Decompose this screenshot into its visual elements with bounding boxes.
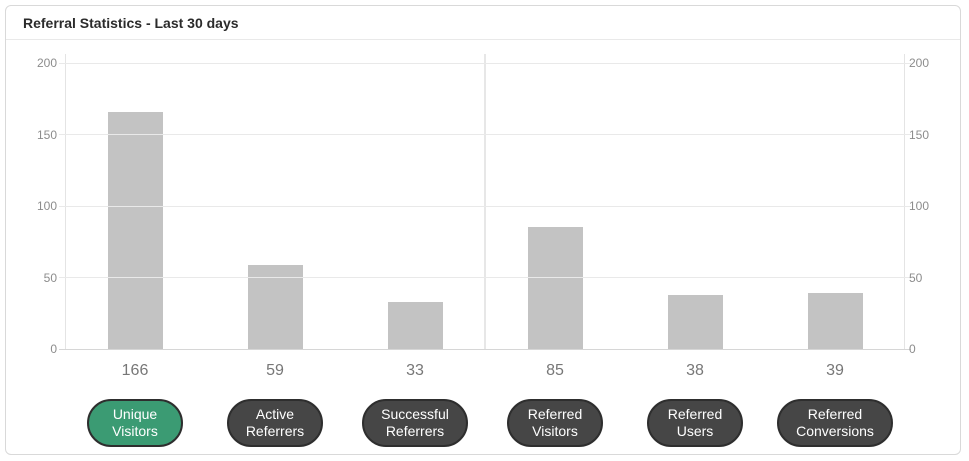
- bars-layer: [65, 63, 905, 349]
- x-value-label: 39: [826, 362, 844, 379]
- y-tick-label: 50: [909, 270, 923, 285]
- grid-line: [59, 62, 911, 64]
- plot-area: [59, 54, 911, 350]
- bar-referred-conversions: [807, 293, 863, 349]
- plot-left-border: [65, 54, 66, 349]
- card-header: Referral Statistics - Last 30 days: [6, 6, 960, 40]
- x-axis-value-labels: 166 59 33 85 38 39: [65, 361, 905, 381]
- y-axis-right: 0 50 100 150 200: [909, 56, 955, 356]
- y-tick-label: 100: [36, 199, 57, 213]
- group-divider-line: [484, 54, 486, 349]
- filter-button-label-line: Users: [676, 423, 714, 439]
- grid-line: [59, 205, 911, 207]
- filter-button-unique-visitors[interactable]: Unique Visitors: [87, 399, 183, 447]
- bar-referred-users: [667, 295, 723, 349]
- bar-column: [527, 227, 583, 349]
- metric-filter-buttons: Unique Visitors Active Referrers Successful R…: [65, 399, 905, 447]
- referral-bar-chart: 0 50 100 150 200 0 50 100 150 200 166 59 33 85 38 39 …: [6, 40, 960, 454]
- filter-button-label-line: Referred: [807, 406, 863, 422]
- y-tick-label: 0: [909, 342, 916, 356]
- x-value-label: 38: [686, 362, 704, 379]
- grid-line: [59, 134, 911, 135]
- bar-referred-visitors: [527, 227, 583, 349]
- x-value-label: 85: [546, 362, 564, 379]
- plot-right-border: [904, 54, 905, 349]
- filter-button-referred-users[interactable]: Referred Users: [647, 399, 743, 447]
- y-tick-label: 100: [909, 199, 930, 213]
- filter-button-label-line: Active: [255, 406, 295, 422]
- bar-column: [807, 293, 863, 349]
- x-value-label: 166: [121, 362, 149, 379]
- filter-button-label-line: Visitors: [112, 423, 158, 439]
- referral-statistics-card: Referral Statistics - Last 30 days 0 50 10…: [5, 5, 961, 455]
- y-tick-label: 0: [50, 342, 57, 356]
- zero-axis-line: [59, 348, 911, 350]
- grid-line: [59, 277, 911, 278]
- bar-successful-referrers: [387, 302, 443, 349]
- filter-button-label-line: Conversions: [796, 423, 874, 439]
- y-tick-label: 200: [36, 56, 57, 70]
- page-title: Referral Statistics - Last 30 days: [23, 14, 239, 31]
- filter-button-label-line: Referrers: [245, 423, 305, 439]
- y-axis-left: 0 50 100 150 200: [11, 56, 57, 356]
- x-value-label: 33: [406, 362, 424, 379]
- y-tick-label: 150: [36, 127, 57, 142]
- filter-button-label-line: Successful: [381, 406, 449, 422]
- filter-button-active-referrers[interactable]: Active Referrers: [226, 399, 324, 447]
- bar-unique-visitors: [107, 112, 163, 349]
- y-tick-label: 50: [43, 270, 57, 285]
- bar-column: [107, 112, 163, 349]
- x-value-label: 59: [266, 362, 284, 379]
- filter-button-label-line: Referred: [527, 406, 583, 422]
- bar-active-referrers: [247, 265, 303, 349]
- bar-column: [247, 265, 303, 349]
- filter-button-successful-referrers[interactable]: Successful Referrers: [362, 399, 468, 447]
- y-tick-label: 200: [909, 56, 930, 70]
- y-tick-label: 150: [909, 127, 930, 142]
- filter-button-label-line: Visitors: [532, 423, 578, 439]
- filter-button-referred-visitors[interactable]: Referred Visitors: [507, 399, 603, 447]
- bar-column: [667, 295, 723, 349]
- filter-button-label-line: Unique: [112, 406, 158, 422]
- bar-column: [387, 302, 443, 349]
- filter-button-label-line: Referred: [667, 406, 723, 422]
- filter-button-label-line: Referrers: [385, 423, 445, 439]
- filter-button-referred-conversions[interactable]: Referred Conversions: [777, 399, 893, 447]
